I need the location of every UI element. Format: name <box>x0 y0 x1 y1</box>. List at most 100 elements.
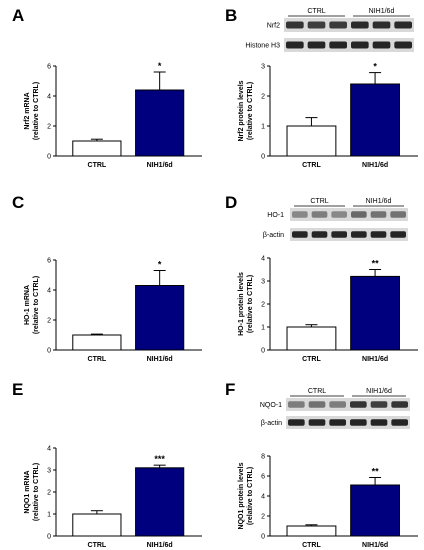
x-tick-label: NIH1/6d <box>362 162 388 169</box>
blot-band <box>288 401 305 408</box>
blot-band <box>331 231 347 238</box>
y-axis-label-line: (relative to CTRL) <box>33 463 40 521</box>
y-axis-label-line: (relative to CTRL) <box>247 467 254 525</box>
y-tick-label: 2 <box>261 302 265 309</box>
blot-group-label: NIH1/6d <box>369 8 395 15</box>
x-tick-label: NIH1/6d <box>362 542 388 549</box>
western-blot-3: CTRL NIH1/6d NQO-1 β-actin <box>260 388 410 429</box>
blot-band <box>351 231 367 238</box>
blot-band <box>351 211 367 218</box>
bar-ctrl <box>72 334 122 351</box>
blot-band <box>286 41 304 49</box>
blot-band <box>307 41 326 49</box>
y-tick-label: 2 <box>47 318 51 325</box>
blot-band <box>372 21 391 29</box>
significance-marker: * <box>373 62 377 72</box>
blot-row-label: β-actin <box>263 232 284 239</box>
y-tick-label: 6 <box>47 64 51 71</box>
y-axis-label-line: Nrf2 mRNA <box>24 92 31 129</box>
western-blot-1: CTRL NIH1/6d Nrf2 Histone H3 <box>245 8 414 52</box>
bar-nih1-6d <box>350 484 401 537</box>
y-tick-label: 1 <box>47 512 51 519</box>
y-tick-label: 4 <box>261 494 265 501</box>
y-axis-label: HO-1 mRNA (relative to CTRL) <box>24 276 40 334</box>
x-tick-label: NIH1/6d <box>147 542 173 549</box>
significance-marker: * <box>158 260 162 270</box>
blot-group-label: CTRL <box>307 8 325 15</box>
y-tick-label: 1 <box>261 124 265 131</box>
blot-band <box>370 211 387 218</box>
y-tick-label: 6 <box>261 474 265 481</box>
blot-band <box>308 419 326 426</box>
y-tick-label: 2 <box>47 490 51 497</box>
bar-nih1-6d <box>135 89 185 157</box>
blot-band <box>351 41 369 49</box>
y-tick-label: 0 <box>261 534 265 541</box>
blot-band <box>391 401 408 408</box>
blot-band <box>370 401 388 408</box>
blot-band <box>370 419 388 426</box>
blot-band <box>351 21 369 29</box>
y-axis-label: Nrf2 protein levels (relative to CTRL) <box>238 80 254 141</box>
blot-group-label: NIH1/6d <box>366 388 392 395</box>
significance-marker: ** <box>372 467 380 477</box>
significance-marker: * <box>158 61 162 71</box>
blot-membrane <box>290 228 408 241</box>
panel-letter-d: D <box>225 193 238 212</box>
y-axis-label: HO-1 protein levels (relative to CTRL) <box>238 272 254 336</box>
significance-marker: *** <box>154 454 165 464</box>
x-tick-label: NIH1/6d <box>362 356 388 363</box>
blot-band <box>311 211 328 218</box>
y-axis-label-line: Nrf2 protein levels <box>238 80 245 141</box>
blot-band <box>350 401 367 408</box>
blot-band <box>370 231 387 238</box>
blot-band <box>329 41 347 49</box>
bar-ctrl <box>286 326 337 351</box>
bar-ctrl <box>286 525 337 537</box>
blot-band <box>307 21 326 29</box>
panel-letter-b: B <box>225 6 238 25</box>
bar-nih1-6d <box>135 467 185 537</box>
y-axis-label-line: NQO1 protein levels <box>238 462 245 529</box>
blot-row-label: HO-1 <box>267 212 284 219</box>
blot-band <box>286 21 304 29</box>
blot-band <box>390 211 406 218</box>
y-axis-label-line: HO-1 mRNA <box>24 285 31 325</box>
blot-band <box>292 211 308 218</box>
blot-row-label: NQO-1 <box>260 402 282 409</box>
blot-band <box>350 419 367 426</box>
blot-band <box>292 231 308 238</box>
blot-band <box>329 401 346 408</box>
blot-band <box>288 419 305 426</box>
significance-marker: ** <box>372 259 380 269</box>
blot-row-label: Nrf2 <box>267 23 280 30</box>
blot-band <box>390 231 406 238</box>
bar-ctrl <box>72 140 122 157</box>
panel-letter-e: E <box>12 380 24 399</box>
y-tick-label: 3 <box>261 279 265 286</box>
blot-band <box>394 21 412 29</box>
chart-3: 0 2 4 6 HO-1 mRNA (relative to CTRL) CTRL NIH1/… <box>24 258 202 363</box>
y-tick-label: 0 <box>261 348 265 355</box>
x-tick-label: CTRL <box>88 162 107 169</box>
y-tick-label: 4 <box>47 94 51 101</box>
blot-band <box>308 401 326 408</box>
y-axis-label: NQO1 mRNA (relative to CTRL) <box>24 463 40 521</box>
panel-letter-a: A <box>12 6 25 25</box>
blot-row-label: β-actin <box>261 420 282 427</box>
panel-letter-c: C <box>12 193 25 212</box>
y-tick-label: 0 <box>261 154 265 161</box>
blot-band <box>391 419 408 426</box>
blot-band <box>331 211 347 218</box>
chart-5: 0 1 2 3 4 NQO1 mRNA (relative to CTRL) CTRL NIH1… <box>24 446 202 549</box>
y-tick-label: 3 <box>261 64 265 71</box>
western-blot-2: CTRL NIH1/6d HO-1 β-actin <box>263 198 408 241</box>
blot-band <box>394 41 412 49</box>
y-tick-label: 6 <box>47 258 51 265</box>
x-tick-label: NIH1/6d <box>147 162 173 169</box>
x-tick-label: CTRL <box>88 542 107 549</box>
y-tick-label: 8 <box>261 454 265 461</box>
blot-band <box>329 21 347 29</box>
y-axis-label-line: HO-1 protein levels <box>238 272 245 336</box>
